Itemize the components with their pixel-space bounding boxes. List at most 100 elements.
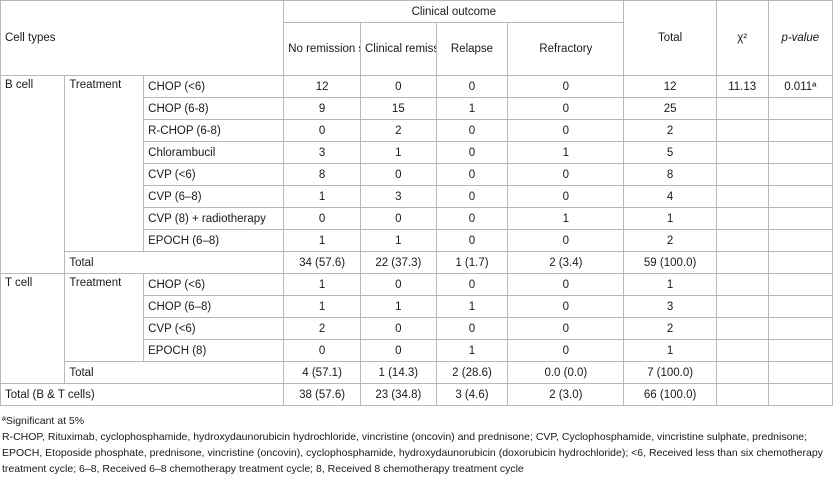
value-cell: 1: [435, 339, 509, 362]
value-cell: 0: [435, 229, 509, 252]
abbreviations-note: R-CHOP, Rituximab, cyclophosphamide, hyd…: [2, 431, 823, 475]
grand-total-value: 3 (4.6): [435, 383, 509, 406]
value-cell: 0: [507, 295, 625, 318]
table-row: CVP (6–8) 1 3 0 0 4: [1, 185, 834, 208]
empty-cell: [767, 163, 834, 186]
table-row: Chlorambucil 3 1 0 1 5: [1, 141, 834, 164]
treatment-name: EPOCH (6–8): [143, 229, 285, 252]
value-cell: 2: [623, 229, 717, 252]
empty-cell: [715, 317, 769, 340]
empty-cell: [715, 383, 769, 406]
value-cell: 1: [283, 273, 361, 296]
value-cell: 0: [435, 141, 509, 164]
value-cell: 3: [283, 141, 361, 164]
footnotes: ªSignificant at 5% R-CHOP, Rituximab, cy…: [0, 406, 832, 477]
no-remission-header: No remission status: [283, 22, 361, 76]
value-cell: 3: [359, 185, 437, 208]
treatment-label: Treatment: [64, 75, 145, 252]
empty-cell: [767, 295, 834, 318]
empty-cell: [767, 141, 834, 164]
grand-total-value: 38 (57.6): [283, 383, 361, 406]
value-cell: 1: [283, 185, 361, 208]
empty-cell: [715, 273, 769, 296]
chi-square-value: 11.13: [715, 75, 769, 98]
total-value: 34 (57.6): [283, 251, 361, 274]
table-row: EPOCH (8) 0 0 1 0 1: [1, 339, 834, 362]
empty-cell: [715, 185, 769, 208]
table-row: CHOP (6–8) 1 1 1 0 3: [1, 295, 834, 318]
value-cell: 0: [507, 339, 625, 362]
total-value: 1 (14.3): [359, 361, 437, 384]
total-header: Total: [623, 0, 717, 76]
value-cell: 1: [283, 229, 361, 252]
value-cell: 4: [623, 185, 717, 208]
clinical-outcome-header: Clinical outcome: [283, 0, 625, 23]
value-cell: 0: [283, 339, 361, 362]
treatment-name: CVP (8) + radiotherapy: [143, 207, 285, 230]
empty-cell: [767, 273, 834, 296]
total-row: Total 34 (57.6) 22 (37.3) 1 (1.7) 2 (3.4) 59 …: [1, 251, 834, 274]
empty-cell: [715, 207, 769, 230]
value-cell: 0: [435, 273, 509, 296]
value-cell: 1: [507, 207, 625, 230]
total-label: Total: [64, 361, 285, 384]
value-cell: 0: [359, 339, 437, 362]
total-value: 2 (3.4): [507, 251, 625, 274]
value-cell: 0: [359, 163, 437, 186]
value-cell: 8: [283, 163, 361, 186]
value-cell: 5: [623, 141, 717, 164]
value-cell: 0: [507, 75, 625, 98]
empty-cell: [715, 339, 769, 362]
value-cell: 0: [359, 317, 437, 340]
value-cell: 0: [507, 273, 625, 296]
total-value: 1 (1.7): [435, 251, 509, 274]
total-value: 22 (37.3): [359, 251, 437, 274]
total-label: Total: [64, 251, 285, 274]
value-cell: 0: [435, 119, 509, 142]
value-cell: 1: [623, 273, 717, 296]
value-cell: 8: [623, 163, 717, 186]
value-cell: 1: [283, 295, 361, 318]
value-cell: 1: [359, 229, 437, 252]
empty-cell: [715, 163, 769, 186]
grand-total-row: Total (B & T cells) 38 (57.6) 23 (34.8) 3 (…: [0, 383, 834, 406]
empty-cell: [715, 141, 769, 164]
value-cell: 0: [435, 163, 509, 186]
value-cell: 1: [623, 207, 717, 230]
value-cell: 2: [623, 317, 717, 340]
value-cell: 0: [507, 229, 625, 252]
value-cell: 0: [507, 185, 625, 208]
empty-cell: [715, 97, 769, 120]
total-value: 2 (28.6): [435, 361, 509, 384]
clinical-remission-header: Clinical remission: [359, 22, 437, 76]
treatment-name: Chlorambucil: [143, 141, 285, 164]
treatment-name: CVP (<6): [143, 317, 285, 340]
table-row: B cell Treatment CHOP (<6) 12 0 0 0 12 11.13 0.01…: [0, 75, 834, 274]
value-cell: 1: [507, 141, 625, 164]
value-cell: 0: [435, 317, 509, 340]
p-value-header: p-value: [767, 0, 834, 76]
total-value: 4 (57.1): [283, 361, 361, 384]
value-cell: 0: [283, 207, 361, 230]
empty-cell: [767, 229, 834, 252]
cell-type-label: T cell: [0, 273, 66, 384]
value-cell: 0: [359, 75, 437, 98]
value-cell: 1: [359, 141, 437, 164]
cell-types-header: Cell types: [0, 0, 285, 76]
treatment-name: EPOCH (8): [143, 339, 285, 362]
table-row: T cell Treatment CHOP (<6) 1 0 0 0 1: [0, 273, 834, 384]
value-cell: 1: [623, 339, 717, 362]
total-value: 0.0 (0.0): [507, 361, 625, 384]
empty-cell: [767, 119, 834, 142]
chi-square-header: χ²: [715, 0, 769, 76]
total-value: 59 (100.0): [623, 251, 717, 274]
value-cell: 25: [623, 97, 717, 120]
empty-cell: [715, 229, 769, 252]
value-cell: 9: [283, 97, 361, 120]
relapse-header: Relapse: [435, 22, 509, 76]
empty-cell: [767, 361, 834, 384]
refractory-header: Refractory: [507, 22, 625, 76]
treatment-name: CHOP (<6): [143, 273, 285, 296]
value-cell: 2: [623, 119, 717, 142]
outcome-table: Cell types Clinical outcome Total χ² p-v…: [0, 0, 834, 406]
